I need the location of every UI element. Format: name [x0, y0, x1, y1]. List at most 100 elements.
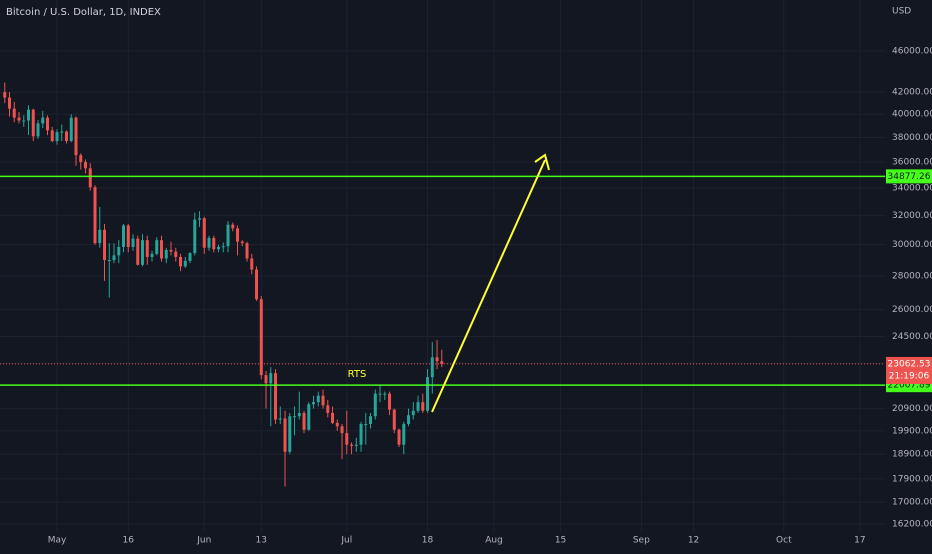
candle-body [416, 402, 420, 411]
candle-body [364, 424, 368, 426]
y-tick-label: 24500.00 [892, 332, 932, 342]
candle-body [74, 117, 78, 156]
candle-body [88, 168, 92, 188]
candle-body [8, 97, 12, 109]
candle-body [335, 422, 339, 427]
x-tick-label: Sep [633, 536, 650, 546]
y-tick-label: 40000.00 [892, 110, 932, 120]
candle-body [226, 224, 230, 247]
last-price-label: 23062.53 [888, 359, 931, 369]
candle-body [155, 240, 159, 254]
arrow [431, 159, 546, 413]
candle-body [17, 117, 21, 121]
candle-body [293, 416, 297, 418]
candle-body [36, 123, 40, 137]
x-tick-label: 12 [688, 536, 699, 546]
candle-body [269, 373, 273, 384]
y-tick-label: 36000.00 [892, 158, 932, 168]
candle-body [117, 246, 121, 256]
x-tick-label: Oct [776, 536, 792, 546]
candle-body [307, 404, 311, 430]
y-tick-label: 30000.00 [892, 240, 932, 250]
candle-body [150, 253, 154, 257]
x-tick-label: 16 [123, 536, 135, 546]
candle-body [274, 373, 278, 420]
currency: USD [892, 7, 911, 17]
candle-body [41, 117, 45, 124]
candle-body [202, 218, 206, 248]
candle-body [183, 260, 187, 267]
candle-body [345, 433, 349, 445]
candle-body [98, 229, 102, 244]
candle-body [326, 405, 330, 413]
candle-body [392, 409, 396, 430]
candle-body [288, 416, 292, 452]
candle-body [240, 241, 244, 244]
candle-body [207, 237, 211, 248]
candle-body [397, 429, 401, 445]
y-tick-label: 28000.00 [892, 271, 932, 281]
candle-body [340, 426, 344, 434]
y-tick-label: 17900.00 [892, 474, 932, 484]
candle-body [79, 155, 83, 163]
candle-body [359, 424, 363, 445]
candle-body [212, 237, 216, 250]
candle-body [255, 269, 259, 300]
candle-body [112, 255, 116, 261]
candle-body [378, 393, 382, 395]
candle-body [22, 120, 26, 122]
y-tick-label: 38000.00 [892, 133, 932, 143]
candle-body [373, 393, 377, 417]
y-tick-label: 42000.00 [892, 88, 932, 98]
candle-body [46, 117, 50, 131]
candle-body [421, 402, 425, 411]
candle-body [259, 299, 263, 376]
candle-body [312, 402, 316, 405]
x-tick-label: Aug [485, 536, 503, 546]
candle-body [65, 131, 69, 142]
y-tick-label: 19900.00 [892, 426, 932, 436]
candle-body [174, 251, 178, 257]
candle-body [31, 109, 35, 137]
candle-body [278, 418, 282, 420]
y-tick-label: 20900.00 [892, 404, 932, 414]
candle-body [60, 131, 64, 133]
countdown: 21:19:06 [889, 371, 930, 381]
candle-body [440, 361, 444, 364]
chart-title: Bitcoin / U.S. Dollar, 1D, INDEX [6, 7, 161, 18]
y-tick-label: 32000.00 [892, 211, 932, 221]
candle-body [283, 418, 287, 452]
x-tick-label: Jul [340, 536, 352, 546]
y-tick-label: 16200.00 [892, 520, 932, 530]
candle-body [103, 229, 107, 261]
candle-body [331, 412, 335, 423]
candle-body [354, 444, 358, 446]
plot [0, 82, 885, 487]
candle-body [107, 260, 111, 262]
candle-body [27, 109, 31, 121]
y-tick-label: 26000.00 [892, 305, 932, 315]
candle-body [69, 117, 73, 142]
candle-body [250, 258, 254, 270]
candle-body [169, 250, 173, 252]
y-tick-label: 46000.00 [892, 46, 932, 56]
candle-body [236, 228, 240, 242]
candle-body [407, 415, 411, 425]
price-label: 22007.89 [888, 381, 931, 391]
candle-body [84, 162, 88, 169]
x-tick-label: Jun [196, 536, 211, 546]
candle-body [221, 246, 225, 248]
candle-body [179, 256, 183, 267]
price-label-bg [886, 169, 932, 184]
candle-body [141, 240, 145, 265]
candle-body [383, 393, 387, 395]
candle-body [126, 225, 130, 247]
candle-body [3, 92, 7, 98]
candle-body [302, 412, 306, 430]
candle-body [198, 218, 202, 220]
candle-body [50, 130, 54, 142]
candle-body [316, 395, 320, 403]
x-tick-label: 18 [422, 536, 434, 546]
